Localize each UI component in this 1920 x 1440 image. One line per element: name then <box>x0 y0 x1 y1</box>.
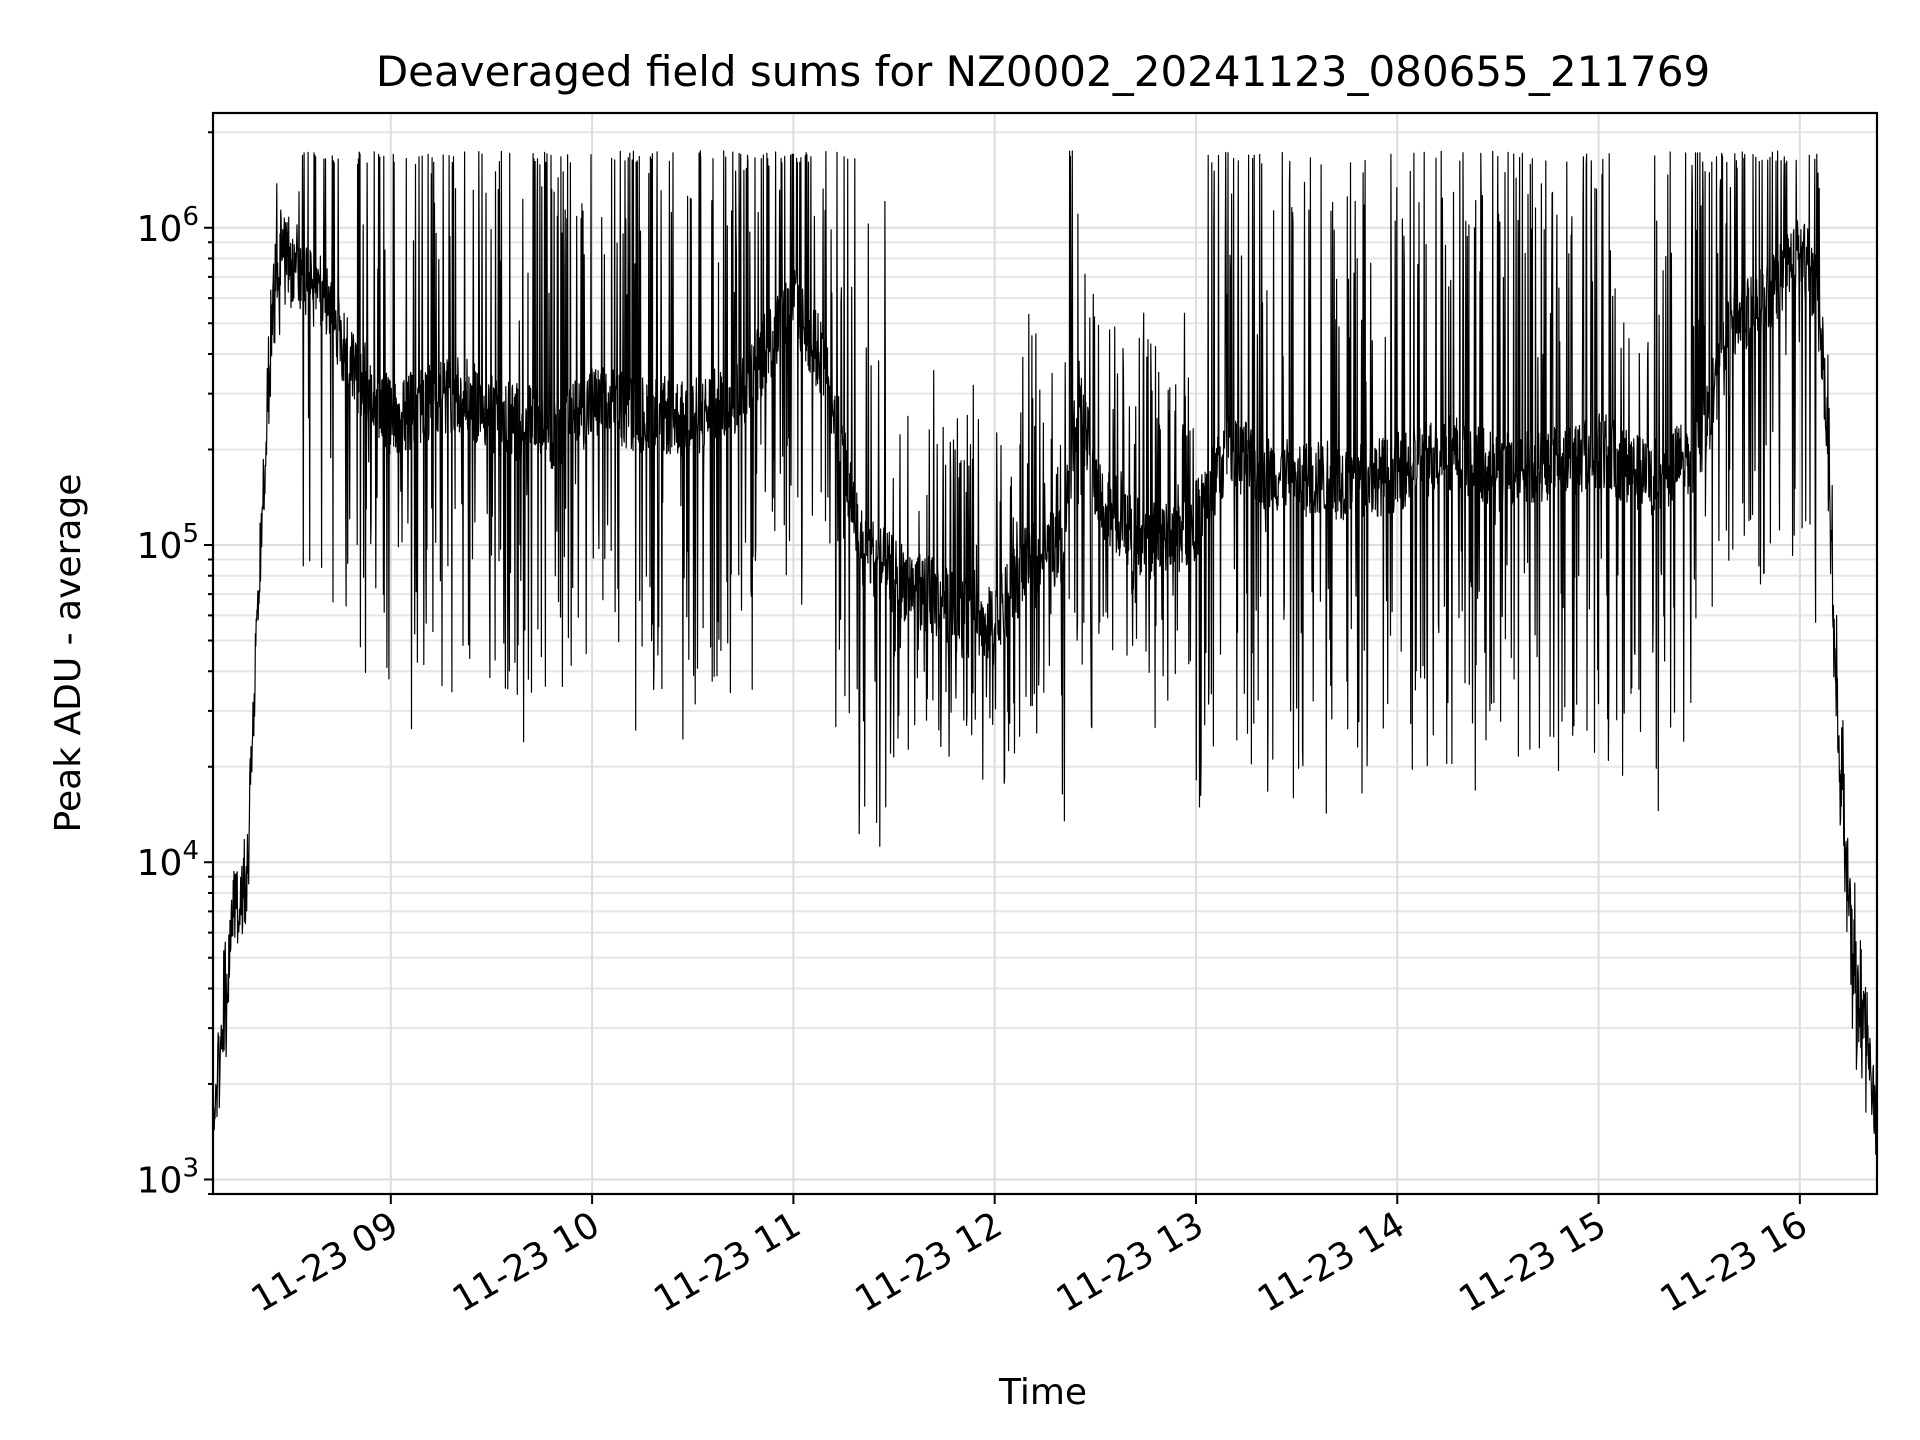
series-line <box>212 150 1878 1156</box>
grid <box>213 113 1877 1195</box>
y-tick-label: 104 <box>137 836 199 884</box>
y-axis-label: Peak ADU - average <box>48 474 89 833</box>
plot-frame <box>211 111 1879 1196</box>
x-axis-label: Time <box>998 1372 1087 1413</box>
y-tick-label: 105 <box>137 519 199 567</box>
y-tick-label: 106 <box>137 202 199 250</box>
y-axis: 103 104 105 106 <box>137 131 213 1201</box>
series-layer <box>212 150 1878 1156</box>
chart-title: Deaveraged field sums for NZ0002_2024112… <box>376 47 1710 96</box>
y-tick-label: 103 <box>137 1153 199 1201</box>
